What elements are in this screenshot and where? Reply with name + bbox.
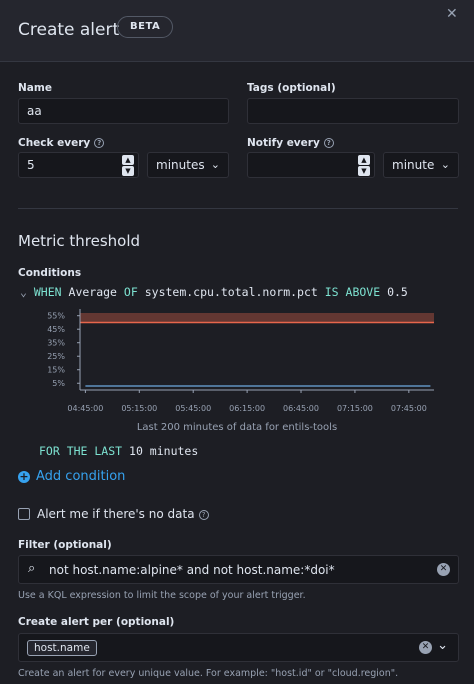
group-by-combobox[interactable]: host.name ✕ ⌄ xyxy=(18,633,459,662)
filter-label: Filter (optional) xyxy=(18,539,112,551)
for-the-last-expression[interactable]: FOR THE LAST 10 minutes xyxy=(39,444,199,458)
chevron-up-icon[interactable]: ▲ xyxy=(358,155,370,165)
y-tick-label: 15% xyxy=(47,366,65,375)
help-icon[interactable]: ? xyxy=(94,138,105,148)
chevron-down-icon: ⌄ xyxy=(440,158,450,171)
condition-expression[interactable]: ⌄ WHEN Average OF system.cpu.total.norm.… xyxy=(20,285,408,299)
notify-every-label: Notify every? xyxy=(247,137,334,149)
chevron-down-icon: ⌄ xyxy=(210,158,220,171)
x-tick-label: 07:45:00 xyxy=(391,404,427,413)
tags-label: Tags (optional) xyxy=(247,82,336,94)
notify-every-unit-select[interactable]: minute ⌄ xyxy=(383,152,459,178)
y-tick-label: 35% xyxy=(47,339,65,348)
clear-icon[interactable]: ✕ xyxy=(419,641,432,654)
check-every-unit-select[interactable]: minutes ⌄ xyxy=(147,152,229,178)
x-tick-label: 06:45:00 xyxy=(283,404,319,413)
close-icon[interactable]: ✕ xyxy=(446,6,458,22)
help-icon[interactable]: ? xyxy=(323,138,334,148)
chart-caption: Last 200 minutes of data for entils-tool… xyxy=(136,422,338,433)
group-by-hint: Create an alert for every unique value. … xyxy=(18,668,399,679)
x-tick-label: 05:15:00 xyxy=(121,404,157,413)
check-every-value: 5 xyxy=(27,158,35,172)
x-tick-label: 07:15:00 xyxy=(337,404,373,413)
group-by-label: Create alert per (optional) xyxy=(18,616,175,628)
number-stepper[interactable]: ▲ ▼ xyxy=(358,155,370,176)
y-tick-label: 45% xyxy=(47,325,65,334)
chevron-down-icon[interactable]: ▼ xyxy=(122,166,134,176)
y-tick-label: 5% xyxy=(52,379,65,388)
y-tick-label: 55% xyxy=(47,312,65,321)
help-icon[interactable]: ? xyxy=(198,509,209,520)
x-tick-label: 04:45:00 xyxy=(67,404,103,413)
chevron-down-icon[interactable]: ▼ xyxy=(358,166,370,176)
x-tick-label: 05:45:00 xyxy=(175,404,211,413)
tags-input[interactable] xyxy=(247,98,459,124)
check-every-input[interactable]: 5 ▲ ▼ xyxy=(18,152,139,178)
no-data-label[interactable]: Alert me if there's no data? xyxy=(37,507,209,521)
check-every-label: Check every? xyxy=(18,137,105,149)
no-data-checkbox[interactable] xyxy=(18,508,30,520)
section-title: Metric threshold xyxy=(18,232,141,250)
y-tick-label: 25% xyxy=(47,352,65,361)
clear-icon[interactable]: ✕ xyxy=(437,563,450,576)
section-divider xyxy=(18,208,458,209)
add-condition-button[interactable]: + Add condition xyxy=(18,469,126,484)
name-input[interactable]: aa xyxy=(18,98,229,124)
conditions-label: Conditions xyxy=(18,267,82,279)
threshold-band xyxy=(80,313,434,323)
flyout-title: Create alert xyxy=(18,20,120,40)
filter-hint: Use a KQL expression to limit the scope … xyxy=(18,590,306,601)
search-icon: ⌕ xyxy=(28,561,36,576)
threshold-chart: 55% 45% 35% 25% 15% 5% 04:45:00 05:15:00 05:45:0… xyxy=(47,309,434,413)
plus-circle-icon: + xyxy=(18,470,30,483)
name-value: aa xyxy=(27,104,42,118)
filter-value: not host.name:alpine* and not host.name:… xyxy=(49,563,335,577)
notify-every-input[interactable]: ▲ ▼ xyxy=(247,152,375,178)
chevron-down-icon[interactable]: ⌄ xyxy=(437,638,448,653)
beta-badge: BETA xyxy=(117,16,174,38)
flyout-header: Create alert BETA ✕ xyxy=(0,0,474,62)
number-stepper[interactable]: ▲ ▼ xyxy=(122,155,134,176)
chevron-down-icon[interactable]: ⌄ xyxy=(20,285,27,299)
filter-input[interactable]: ⌕ not host.name:alpine* and not host.nam… xyxy=(18,555,459,584)
name-label: Name xyxy=(18,82,52,94)
x-tick-label: 06:15:00 xyxy=(229,404,265,413)
group-by-pill[interactable]: host.name xyxy=(27,640,97,656)
chevron-up-icon[interactable]: ▲ xyxy=(122,155,134,165)
